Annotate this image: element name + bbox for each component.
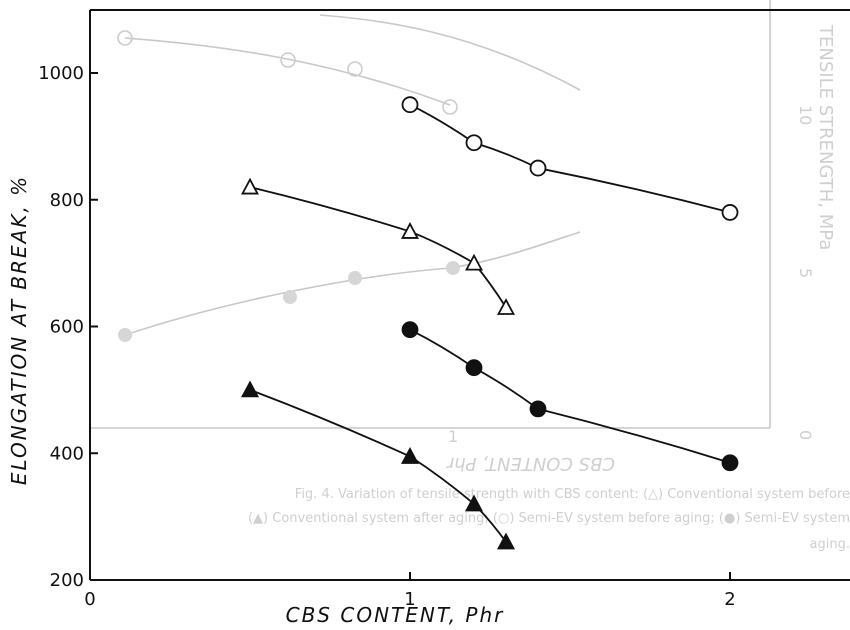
data-point-open-triangle	[400, 222, 420, 239]
data-point-filled-triangle	[464, 494, 484, 512]
x-tick-label: 0	[84, 589, 95, 610]
bleed-marker	[347, 61, 363, 77]
bleed-marker	[348, 271, 362, 285]
bleed-right-tick-5: 5	[796, 268, 815, 278]
y-tick-label: 200	[50, 570, 84, 591]
tick-labels: 200 400 600 800 1000 0 1 2	[38, 63, 736, 610]
bleed-marker	[442, 99, 458, 115]
bleed-bottom-tick: 1	[448, 427, 458, 446]
x-axis-title: CBS CONTENT, Phr	[286, 603, 505, 627]
data-point-filled-triangle	[240, 380, 260, 398]
y-tick-label: 400	[50, 443, 84, 464]
y-tick-label: 600	[50, 317, 84, 338]
data-point-filled-triangle	[400, 447, 420, 464]
bleed-caption-line-2: (▲) Conventional system after aging; (○)…	[248, 511, 850, 526]
data-series	[240, 96, 739, 550]
y-tick-label: 800	[50, 190, 84, 211]
data-point-filled-triangle	[496, 532, 516, 550]
bleed-marker	[280, 52, 296, 68]
data-point-filled-circle	[529, 400, 547, 418]
data-point-filled-circle	[401, 321, 419, 339]
background-bleed-through: 1 CBS CONTENT, Phr 0 5 10 TENSILE STRENG…	[90, 0, 850, 552]
axes	[89, 9, 850, 581]
bleed-curve-2	[319, 14, 581, 91]
x-tick-label: 1	[404, 589, 415, 610]
bleed-marker	[446, 261, 460, 275]
bleed-right-axis-label: TENSILE STRENGTH, MPa	[815, 24, 836, 250]
data-point-open-triangle	[464, 253, 484, 271]
bleed-caption-line-3: aging.	[810, 537, 850, 552]
data-point-open-triangle	[240, 177, 260, 195]
bleed-marker	[117, 30, 133, 46]
bleed-marker	[283, 290, 297, 304]
series-line-open-triangle	[249, 186, 507, 308]
bleed-marker	[118, 328, 132, 342]
bleed-right-tick-0: 0	[796, 430, 815, 440]
series-line-open-circle	[409, 103, 731, 214]
data-point-filled-circle	[465, 359, 483, 377]
x-tick-label: 2	[724, 589, 735, 610]
data-point-open-circle	[465, 134, 483, 152]
series-line-filled-circle	[409, 328, 731, 464]
data-point-filled-circle	[721, 454, 739, 472]
bleed-curve-1	[124, 37, 451, 106]
y-tick-label: 1000	[38, 63, 84, 84]
data-point-open-triangle	[496, 298, 516, 315]
data-point-open-circle	[401, 96, 419, 114]
bleed-caption-line-1: Fig. 4. Variation of tensile strength wi…	[295, 487, 850, 502]
y-axis-title: ELONGATION AT BREAK, %	[7, 175, 31, 485]
series-line-filled-triangle	[249, 389, 507, 543]
data-point-open-circle	[721, 204, 739, 221]
data-point-open-circle	[529, 159, 547, 177]
bleed-right-tick-10: 10	[796, 105, 815, 125]
bleed-curve-3	[124, 231, 581, 336]
bleed-bottom-axis-label: CBS CONTENT, Phr	[445, 453, 615, 474]
